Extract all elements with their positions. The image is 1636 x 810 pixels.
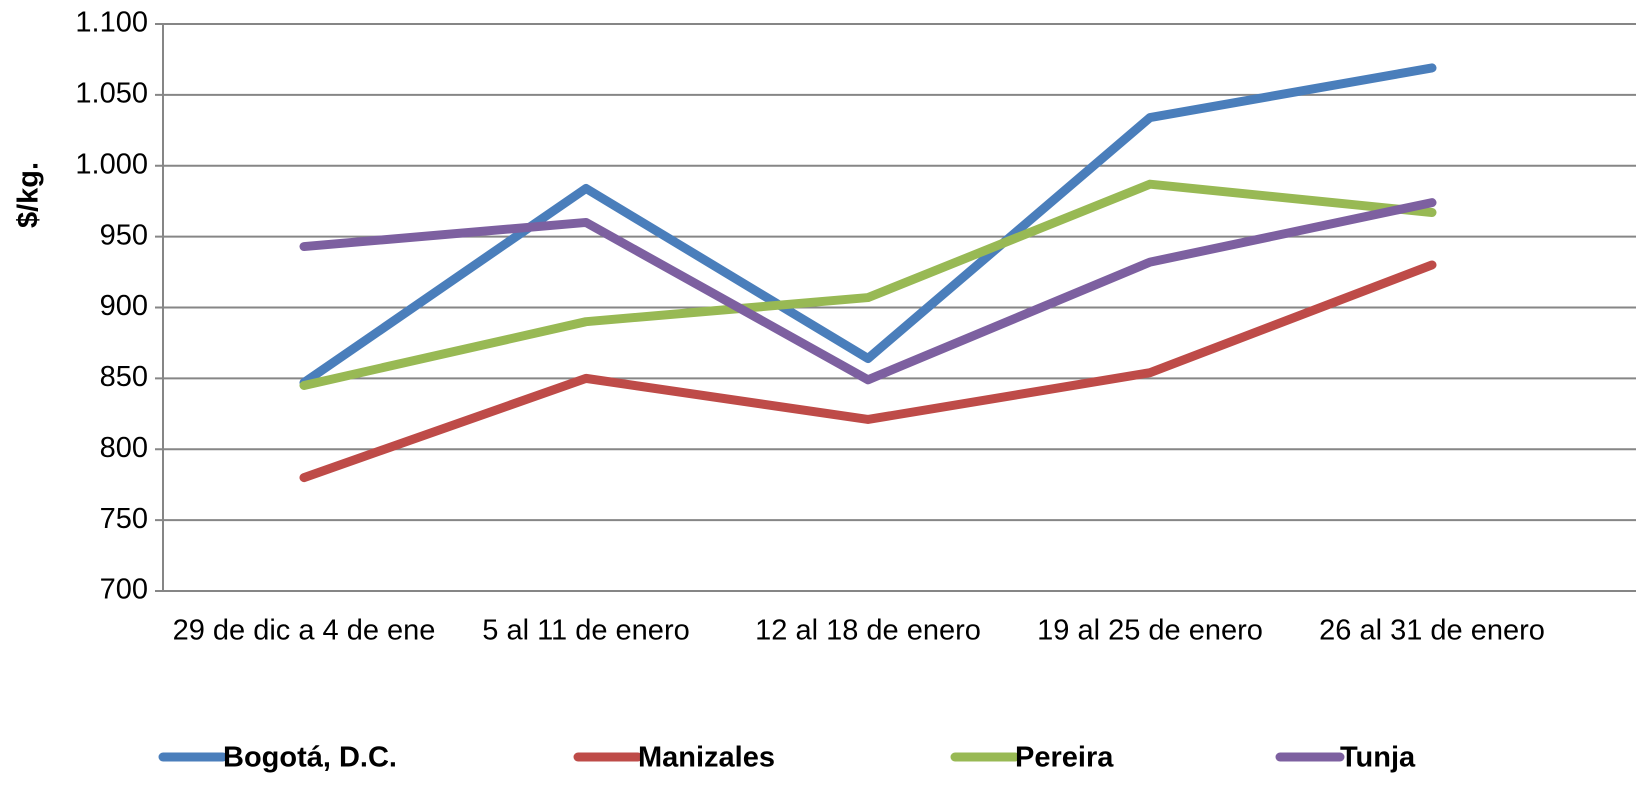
y-tick-label: 700: [100, 574, 148, 606]
legend-label: Pereira: [1015, 742, 1114, 774]
y-axis-label: $/kg.: [13, 162, 45, 228]
legend-label: Bogotá, D.C.: [223, 742, 397, 774]
x-tick-label: 5 al 11 de enero: [482, 615, 689, 647]
series-line: [299, 179, 1437, 390]
x-tick-label: 29 de dic a 4 de ene: [173, 615, 436, 647]
series-line: [299, 260, 1437, 483]
x-tick-label: 26 al 31 de enero: [1319, 615, 1545, 647]
y-tick-label: 750: [100, 503, 148, 535]
series-line: [299, 63, 1437, 388]
y-tick-label: 950: [100, 219, 148, 251]
series-line: [299, 198, 1437, 385]
x-tick-label: 19 al 25 de enero: [1037, 615, 1263, 647]
legend-label: Manizales: [638, 742, 775, 774]
y-tick-label: 1.000: [75, 148, 148, 180]
y-tick-label: 1.100: [75, 7, 148, 39]
y-tick-label: 1.050: [75, 78, 148, 110]
legend-label: Tunja: [1340, 742, 1416, 774]
y-tick-label: 850: [100, 361, 148, 393]
x-tick-label: 12 al 18 de enero: [755, 615, 981, 647]
y-tick-label: 800: [100, 432, 148, 464]
y-tick-label: 900: [100, 290, 148, 322]
